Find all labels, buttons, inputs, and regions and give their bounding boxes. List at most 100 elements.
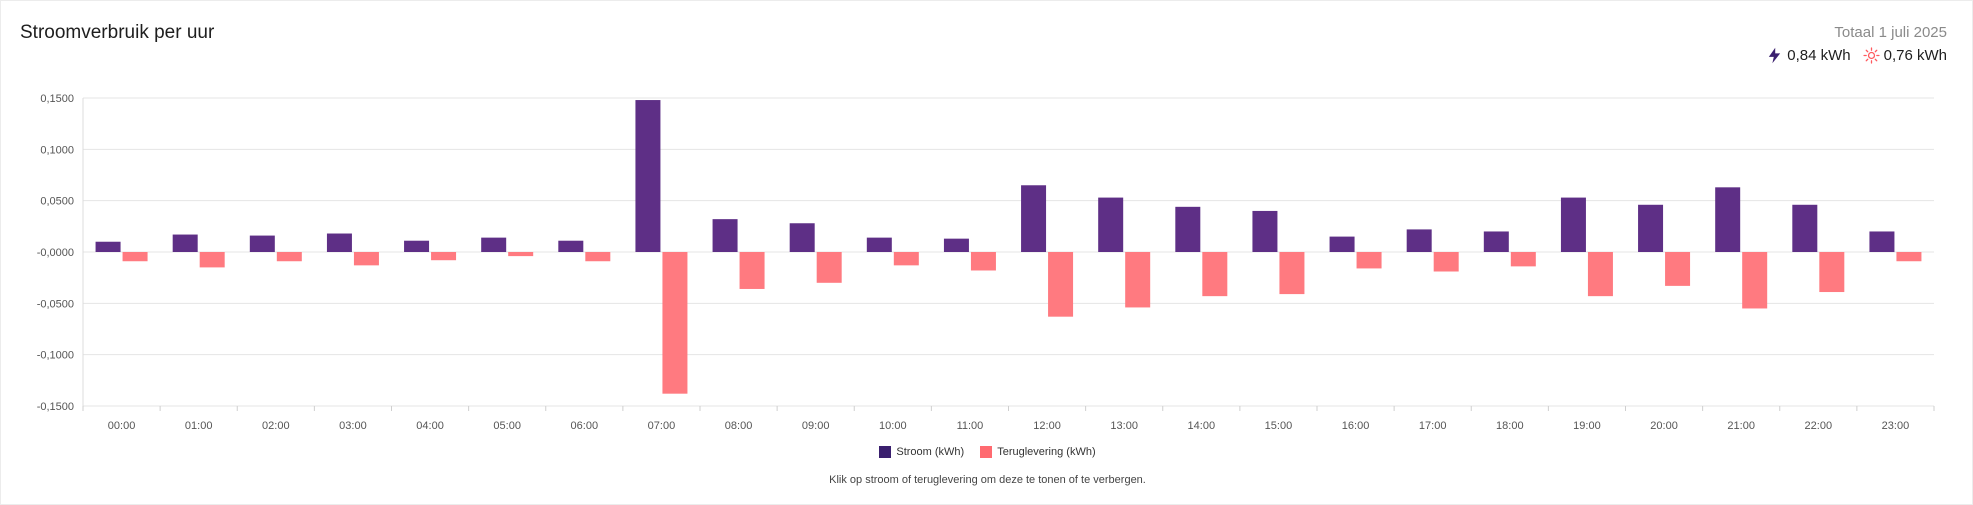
- bar-return-1700[interactable]: [1433, 252, 1459, 272]
- y-tick-label: 0,0500: [40, 196, 74, 208]
- x-tick-label: 23:00: [1882, 420, 1910, 432]
- bar-return-1800[interactable]: [1510, 252, 1536, 267]
- x-tick-label: 03:00: [339, 420, 367, 432]
- bar-return-1300[interactable]: [1125, 252, 1151, 308]
- legend-return-swatch: [980, 446, 993, 458]
- bars: [95, 100, 1922, 394]
- bar-return-2100[interactable]: [1742, 252, 1768, 309]
- bar-consumption-2000[interactable]: [1638, 204, 1664, 252]
- bar-consumption-2300[interactable]: [1869, 231, 1895, 252]
- bar-consumption-1200[interactable]: [1021, 185, 1047, 252]
- x-tick-label: 12:00: [1033, 420, 1061, 432]
- x-tick-label: 05:00: [493, 420, 521, 432]
- bar-consumption-1900[interactable]: [1560, 197, 1586, 252]
- bar-return-1100[interactable]: [970, 252, 996, 271]
- x-tick-label: 20:00: [1650, 420, 1678, 432]
- bar-return-0400[interactable]: [431, 252, 457, 261]
- legend-consumption-label: Stroom (kWh): [896, 446, 965, 458]
- bar-consumption-0900[interactable]: [789, 223, 815, 252]
- sun-icon: [1863, 47, 1880, 64]
- bar-return-0200[interactable]: [276, 252, 302, 262]
- bar-consumption-0600[interactable]: [558, 240, 584, 252]
- x-tick-label: 15:00: [1265, 420, 1293, 432]
- bar-consumption-1500[interactable]: [1252, 210, 1278, 252]
- y-tick-label: -0,1500: [37, 401, 74, 413]
- bar-return-2200[interactable]: [1819, 252, 1845, 293]
- x-tick-label: 08:00: [725, 420, 753, 432]
- totals-label: Totaal 1 juli 2025: [1834, 24, 1947, 41]
- x-tick-label: 16:00: [1342, 420, 1370, 432]
- x-tick-label: 10:00: [879, 420, 907, 432]
- bar-consumption-1300[interactable]: [1098, 197, 1124, 252]
- bar-consumption-0100[interactable]: [172, 234, 198, 252]
- bar-return-1900[interactable]: [1587, 252, 1613, 297]
- bar-consumption-0200[interactable]: [249, 235, 275, 252]
- bar-consumption-2100[interactable]: [1715, 187, 1741, 252]
- bar-return-0300[interactable]: [353, 252, 379, 266]
- x-tick-label: 21:00: [1727, 420, 1755, 432]
- bar-return-1400[interactable]: [1202, 252, 1228, 297]
- x-tick-label: 04:00: [416, 420, 444, 432]
- bar-return-0700[interactable]: [662, 252, 688, 394]
- bar-consumption-0500[interactable]: [481, 237, 507, 252]
- bar-return-0500[interactable]: [508, 252, 534, 257]
- legend-hint: Klik op stroom of teruglevering om deze …: [829, 474, 1146, 486]
- y-axis-ticks: 0,1500 0,1000 0,0500 -0,0000 -0,0500 -0,1000 -…: [37, 93, 74, 413]
- x-tick-label: 00:00: [108, 420, 136, 432]
- x-tick-label: 14:00: [1188, 420, 1216, 432]
- bar-return-1000[interactable]: [893, 252, 919, 266]
- x-tick-label: 18:00: [1496, 420, 1524, 432]
- bar-consumption-0400[interactable]: [404, 240, 430, 252]
- bar-consumption-1000[interactable]: [866, 237, 892, 252]
- bar-consumption-0300[interactable]: [326, 233, 352, 252]
- bar-consumption-0000[interactable]: [95, 241, 121, 252]
- page-title: Stroomverbruik per uur: [20, 22, 215, 43]
- bar-consumption-0700[interactable]: [635, 100, 661, 252]
- bar-consumption-0800[interactable]: [712, 219, 738, 252]
- bar-consumption-1800[interactable]: [1483, 231, 1509, 252]
- y-tick-label: 0,1000: [40, 144, 74, 156]
- x-tick-label: 17:00: [1419, 420, 1447, 432]
- bar-consumption-1700[interactable]: [1406, 229, 1432, 252]
- consumption-total-value: 0,84 kWh: [1787, 47, 1851, 64]
- x-tick-label: 19:00: [1573, 420, 1601, 432]
- x-tick-label: 02:00: [262, 420, 290, 432]
- y-tick-label: -0,1000: [37, 350, 74, 362]
- lightning-icon: [1766, 47, 1783, 64]
- bar-return-0000[interactable]: [122, 252, 148, 262]
- bar-return-1200[interactable]: [1048, 252, 1074, 317]
- bar-consumption-1400[interactable]: [1175, 206, 1201, 252]
- bar-chart: 0,1500 0,1000 0,0500 -0,0000 -0,0500 -0,1000 -…: [37, 93, 1935, 432]
- bar-return-1500[interactable]: [1279, 252, 1305, 295]
- x-tick-label: 07:00: [648, 420, 676, 432]
- x-axis-ticks: 00:00 01:00 02:00 03:00 04:00 05:00 06:00 07:00…: [82, 406, 1935, 432]
- bar-return-2000[interactable]: [1665, 252, 1691, 286]
- consumption-total: 0,84 kWh: [1766, 47, 1851, 64]
- totals-row: 0,84 kWh 0,76 kWh: [1766, 47, 1947, 64]
- x-tick-label: 09:00: [802, 420, 830, 432]
- legend-return[interactable]: Teruglevering (kWh): [980, 446, 1096, 458]
- bar-return-0600[interactable]: [585, 252, 611, 262]
- legend-return-label: Teruglevering (kWh): [997, 446, 1096, 458]
- bar-consumption-2200[interactable]: [1792, 204, 1818, 252]
- y-tick-label: -0,0000: [37, 247, 74, 259]
- bar-return-0800[interactable]: [739, 252, 765, 289]
- bar-return-0100[interactable]: [199, 252, 225, 268]
- x-tick-label: 22:00: [1805, 420, 1833, 432]
- x-tick-label: 06:00: [571, 420, 599, 432]
- return-total-value: 0,76 kWh: [1883, 47, 1947, 64]
- y-tick-label: 0,1500: [40, 93, 74, 105]
- x-tick-label: 11:00: [957, 420, 984, 432]
- bar-consumption-1100[interactable]: [943, 238, 969, 252]
- x-tick-label: 13:00: [1110, 420, 1138, 432]
- bar-consumption-1600[interactable]: [1329, 236, 1355, 252]
- bar-return-0900[interactable]: [816, 252, 842, 283]
- x-tick-label: 01:00: [185, 420, 213, 432]
- y-tick-label: -0,0500: [37, 298, 74, 310]
- return-total: 0,76 kWh: [1863, 47, 1947, 64]
- bar-return-2300[interactable]: [1896, 252, 1922, 262]
- legend-consumption-swatch: [879, 446, 892, 458]
- legend-consumption[interactable]: Stroom (kWh): [879, 446, 964, 458]
- legend: Stroom (kWh) Teruglevering (kWh): [1, 446, 1973, 458]
- bar-return-1600[interactable]: [1356, 252, 1382, 269]
